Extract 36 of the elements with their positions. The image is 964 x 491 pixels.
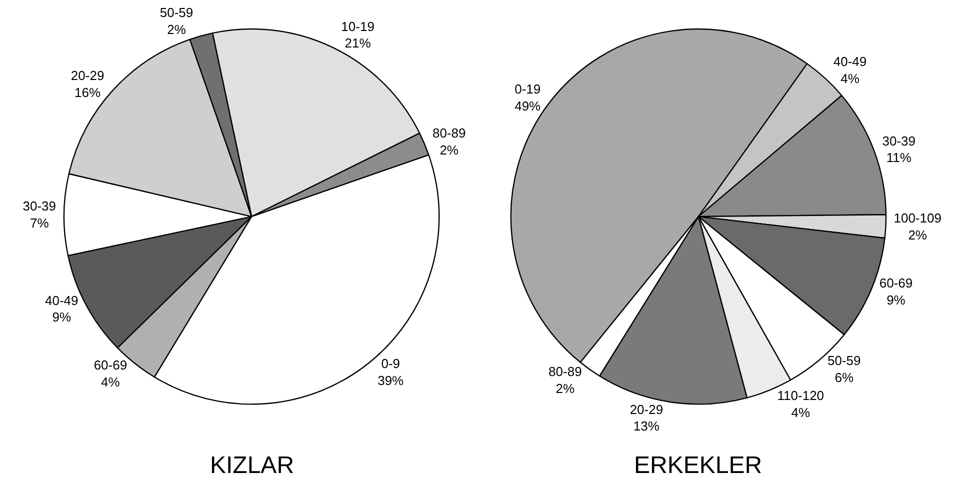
slice-label: 20-29 [630,402,664,417]
data-label: 4% [791,404,810,420]
data-label: 13% [633,418,660,434]
slice-label: 40-49 [833,54,867,69]
data-label: 2% [440,142,459,158]
slice-label: 30-39 [882,133,916,148]
data-label: 16% [74,84,102,100]
data-label: 21% [344,36,372,51]
slice-label: 100-109 [894,210,942,226]
slice-label: 0-19 [514,81,541,96]
slice-label: 80-89 [432,126,466,141]
data-label: 11% [886,150,912,166]
slice-label: 60-69 [879,276,913,291]
data-label: 39% [378,372,404,388]
data-label: 2% [556,381,576,396]
data-label: 4% [101,374,120,390]
text: KIZLAR [210,452,294,479]
slice-label: 50-59 [827,353,861,368]
data-label: 6% [834,370,854,386]
text: ERKEKLER [634,452,762,479]
data-label: 49% [514,98,542,114]
data-label: 4% [840,70,860,86]
data-label: 7% [30,216,50,231]
data-label: 9% [886,292,906,308]
slice-label: 10-19 [341,18,374,34]
slice-label: 20-29 [70,68,104,83]
data-label: 2% [167,22,186,38]
data-label: 2% [908,227,928,242]
slice-label: 0-9 [381,356,400,372]
slice-label: 30-39 [22,198,56,214]
slice-label: 60-69 [94,357,128,372]
slice-label: 50-59 [160,5,194,20]
data-label: 9% [52,310,72,325]
slice-label: 110-120 [777,388,824,403]
slice-label: 80-89 [548,364,582,380]
slice-label: 40-49 [45,292,78,308]
